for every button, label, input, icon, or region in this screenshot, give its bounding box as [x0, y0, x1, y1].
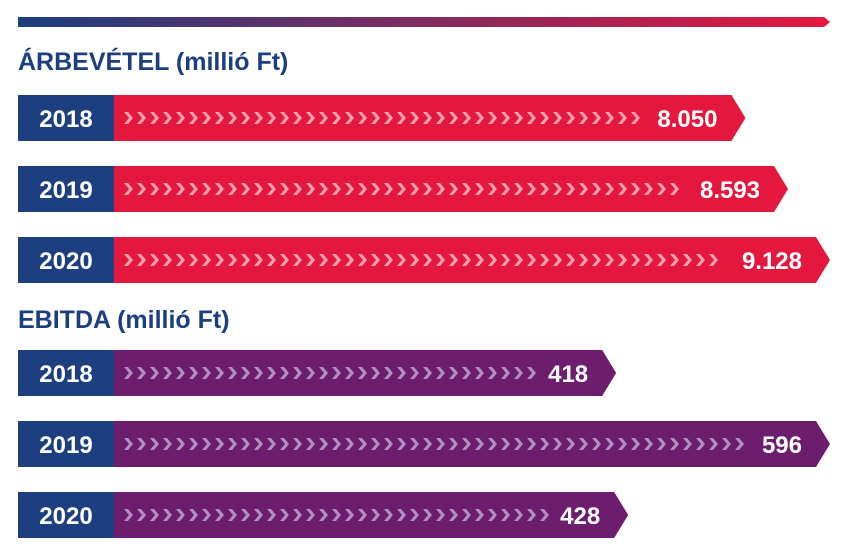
ebitda-2019-year-box — [18, 421, 114, 467]
revenue-2020-chevrons — [124, 254, 718, 266]
ebitda-2020-year-box — [18, 492, 114, 538]
ebitda-2019-value-label: 596 — [762, 432, 802, 459]
ebitda-2020-chevrons — [124, 509, 549, 521]
revenue-2019-value-label: 8.593 — [700, 177, 760, 204]
revenue-2018-year-box — [18, 95, 114, 141]
revenue-2020-year-label: 2020 — [39, 248, 92, 275]
ebitda-2019-bar — [114, 421, 830, 467]
ebitda-bars: 2018 418 2019 596 2020 428 — [18, 350, 830, 538]
revenue-2020-year-box — [18, 237, 114, 283]
top-gradient-rule — [18, 17, 830, 27]
ebitda-2018-chevrons — [124, 367, 536, 379]
ebitda-2020-year-label: 2020 — [39, 503, 92, 530]
revenue-bars: 2018 8.050 2019 8.593 2020 9.128 — [18, 95, 830, 283]
revenue-2020-bar — [114, 237, 830, 283]
ebitda-2018-year-box — [18, 350, 114, 396]
revenue-2020-value-label: 9.128 — [742, 248, 802, 275]
revenue-2019-bar — [114, 166, 789, 212]
revenue-2018-chevrons — [124, 112, 640, 124]
revenue-2018-year-label: 2018 — [39, 106, 92, 133]
revenue-2019-year-box — [18, 166, 114, 212]
revenue-2018-value-label: 8.050 — [657, 106, 717, 133]
ebitda-2019-year-label: 2019 — [39, 432, 92, 459]
ebitda-2020-value-label: 428 — [560, 503, 600, 530]
ebitda-2020-bar — [114, 492, 629, 538]
revenue-2019-chevrons — [124, 183, 679, 195]
revenue-2019-year-label: 2019 — [39, 177, 92, 204]
ebitda-2018-year-label: 2018 — [39, 361, 92, 388]
ebitda-2018-value-label: 418 — [548, 361, 588, 388]
ebitda-2019-chevrons — [124, 438, 744, 450]
revenue-chart-title: ÁRBEVÉTEL (millió Ft) — [18, 47, 288, 76]
ebitda-chart-title: EBITDA (millió Ft) — [18, 306, 230, 334]
